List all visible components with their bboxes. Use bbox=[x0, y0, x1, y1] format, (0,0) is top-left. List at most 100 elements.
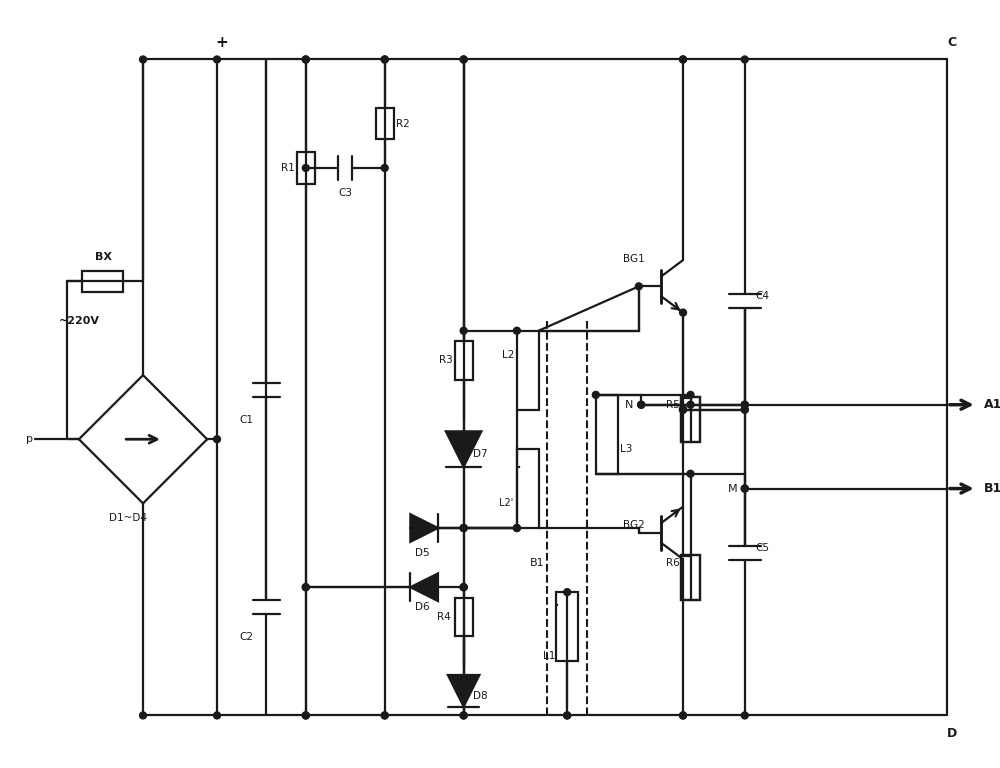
Circle shape bbox=[302, 56, 309, 63]
Circle shape bbox=[741, 485, 748, 492]
Circle shape bbox=[741, 406, 748, 413]
Circle shape bbox=[638, 401, 645, 408]
Text: M: M bbox=[728, 484, 738, 494]
Bar bbox=[681, 397, 700, 442]
Text: R5: R5 bbox=[666, 399, 680, 409]
Text: R3: R3 bbox=[439, 356, 453, 366]
Circle shape bbox=[214, 712, 220, 719]
Text: N: N bbox=[625, 399, 634, 409]
Text: D8: D8 bbox=[473, 690, 488, 700]
Bar bbox=[455, 340, 473, 380]
Circle shape bbox=[680, 712, 686, 719]
Circle shape bbox=[741, 401, 748, 408]
Polygon shape bbox=[410, 574, 438, 601]
Bar bbox=[517, 331, 539, 409]
Circle shape bbox=[460, 525, 467, 531]
Text: R1: R1 bbox=[281, 163, 295, 173]
Text: BX: BX bbox=[95, 252, 112, 262]
Text: R2: R2 bbox=[396, 118, 409, 128]
Circle shape bbox=[687, 470, 694, 477]
Circle shape bbox=[381, 712, 388, 719]
Polygon shape bbox=[448, 675, 479, 707]
Text: D7: D7 bbox=[473, 449, 488, 459]
Polygon shape bbox=[446, 432, 481, 467]
Bar bbox=[297, 152, 315, 184]
Bar bbox=[681, 397, 700, 442]
Circle shape bbox=[741, 712, 748, 719]
Text: C3: C3 bbox=[338, 187, 352, 197]
Circle shape bbox=[460, 56, 467, 63]
Text: D: D bbox=[947, 727, 957, 740]
Bar bbox=[681, 555, 700, 600]
Circle shape bbox=[302, 584, 309, 591]
Text: D1~D4: D1~D4 bbox=[109, 513, 147, 523]
Circle shape bbox=[460, 327, 467, 334]
Circle shape bbox=[214, 56, 220, 63]
Bar bbox=[517, 449, 539, 528]
Circle shape bbox=[460, 56, 467, 63]
Circle shape bbox=[460, 712, 467, 719]
Circle shape bbox=[513, 327, 520, 334]
Circle shape bbox=[680, 712, 686, 719]
Circle shape bbox=[460, 525, 467, 531]
Bar bbox=[596, 395, 618, 474]
Text: ·: · bbox=[554, 598, 560, 617]
Circle shape bbox=[564, 589, 571, 596]
Circle shape bbox=[381, 56, 388, 63]
Circle shape bbox=[460, 584, 467, 591]
Circle shape bbox=[460, 712, 467, 719]
Text: +: + bbox=[216, 35, 228, 50]
Text: ·: · bbox=[593, 459, 599, 478]
Bar bbox=[556, 592, 578, 661]
Circle shape bbox=[140, 712, 146, 719]
Circle shape bbox=[140, 56, 146, 63]
Text: ~220V: ~220V bbox=[58, 316, 99, 326]
Text: ·: · bbox=[516, 459, 522, 478]
Text: L3: L3 bbox=[620, 444, 633, 454]
Circle shape bbox=[741, 485, 748, 492]
Circle shape bbox=[741, 406, 748, 413]
Circle shape bbox=[381, 56, 388, 63]
Text: A1: A1 bbox=[983, 399, 1000, 411]
Circle shape bbox=[680, 56, 686, 63]
Circle shape bbox=[564, 712, 571, 719]
Bar bbox=[681, 555, 700, 600]
Text: B1: B1 bbox=[530, 558, 545, 568]
Circle shape bbox=[680, 406, 686, 413]
Text: R4: R4 bbox=[437, 612, 451, 622]
Circle shape bbox=[687, 392, 694, 399]
Circle shape bbox=[460, 584, 467, 591]
Circle shape bbox=[381, 164, 388, 171]
Circle shape bbox=[741, 56, 748, 63]
Text: L1: L1 bbox=[543, 651, 556, 661]
Text: D5: D5 bbox=[415, 548, 430, 558]
Bar bbox=[455, 598, 473, 636]
Circle shape bbox=[680, 406, 686, 413]
Circle shape bbox=[460, 584, 467, 591]
Circle shape bbox=[513, 525, 520, 531]
Text: BG1: BG1 bbox=[623, 253, 645, 263]
Text: D6: D6 bbox=[415, 602, 430, 612]
Circle shape bbox=[687, 401, 694, 408]
Circle shape bbox=[680, 310, 686, 316]
Circle shape bbox=[381, 712, 388, 719]
Circle shape bbox=[741, 401, 748, 408]
Circle shape bbox=[564, 712, 571, 719]
Text: C5: C5 bbox=[756, 543, 770, 553]
Circle shape bbox=[635, 283, 642, 290]
Text: R6: R6 bbox=[666, 558, 680, 568]
Circle shape bbox=[302, 712, 309, 719]
Circle shape bbox=[302, 164, 309, 171]
Bar bbox=[82, 270, 123, 293]
Circle shape bbox=[214, 435, 220, 442]
Circle shape bbox=[513, 525, 520, 531]
Text: p: p bbox=[26, 434, 33, 444]
Text: C4: C4 bbox=[756, 291, 770, 301]
Bar bbox=[376, 108, 394, 139]
Text: L2': L2' bbox=[499, 498, 513, 508]
Text: BG2: BG2 bbox=[623, 520, 645, 530]
Text: C1: C1 bbox=[240, 415, 254, 425]
Circle shape bbox=[680, 406, 686, 413]
Circle shape bbox=[638, 401, 645, 408]
Circle shape bbox=[302, 56, 309, 63]
